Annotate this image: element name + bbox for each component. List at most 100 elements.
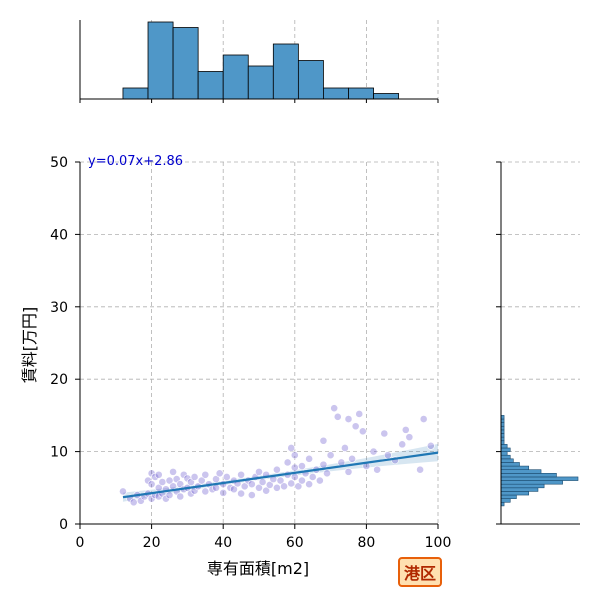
- scatter-point: [298, 476, 306, 485]
- scatter-point: [154, 470, 163, 479]
- scatter-point: [305, 480, 314, 489]
- right-hist-bar: [500, 444, 508, 449]
- x-tick-label: 0: [76, 535, 85, 551]
- region-badge: 港区: [398, 557, 443, 587]
- x-tick-label: 60: [286, 535, 304, 551]
- scatter-point: [283, 458, 292, 467]
- scatter-point: [255, 483, 263, 492]
- right-histogram: [496, 161, 580, 525]
- scatter-point: [326, 451, 335, 460]
- regression-equation: y=0.07x+2.86: [88, 154, 183, 169]
- scatter-point: [272, 465, 281, 474]
- top-hist-bar: [323, 87, 349, 100]
- scatter-point: [330, 404, 339, 413]
- scatter-point: [287, 444, 296, 452]
- x-tick-label: 20: [143, 535, 161, 551]
- right-hist-bar: [500, 465, 530, 470]
- scatter-point: [197, 476, 206, 485]
- scatter-point: [215, 469, 224, 478]
- scatter-point: [258, 478, 267, 486]
- scatter-point: [230, 485, 238, 494]
- scatter-point: [290, 451, 299, 460]
- right-hist-bar: [500, 483, 545, 489]
- scatter-point: [426, 441, 435, 450]
- scatter-point: [165, 491, 174, 499]
- scatter-point: [247, 491, 256, 499]
- y-tick-label: 30: [50, 300, 68, 316]
- scatter-point: [319, 436, 328, 445]
- scatter-point: [401, 425, 410, 434]
- x-tick-label: 80: [357, 535, 375, 551]
- scatter-point: [358, 427, 367, 436]
- scatter-point: [158, 478, 167, 486]
- scatter-point: [240, 482, 249, 491]
- scatter-point: [315, 476, 324, 485]
- scatter-point: [290, 473, 299, 481]
- scatter-point: [280, 482, 288, 491]
- top-hist-bar: [147, 21, 174, 100]
- top-hist-bar: [197, 71, 224, 100]
- scatter-point: [190, 473, 199, 481]
- scatter-point: [119, 487, 127, 496]
- scatter-point: [333, 412, 342, 421]
- right-hist-bar: [500, 487, 539, 492]
- scatter-point: [405, 433, 414, 442]
- x-tick-label: 40: [214, 535, 232, 551]
- right-hist-bar: [500, 491, 530, 496]
- scatter-point: [129, 498, 138, 507]
- y-tick-label: 50: [50, 155, 68, 171]
- right-hist-bar: [500, 473, 557, 478]
- scatter-point: [147, 480, 156, 489]
- scatter-point: [176, 492, 185, 501]
- scatter-point: [262, 486, 271, 495]
- scatter-point: [201, 487, 210, 496]
- scatter-point: [351, 422, 360, 431]
- scatter-point: [212, 475, 220, 484]
- scatter-point: [344, 467, 353, 476]
- y-tick-label: 20: [50, 372, 68, 388]
- scatter-point: [237, 489, 245, 498]
- scatter-point: [219, 488, 228, 497]
- scatter-point: [287, 479, 296, 488]
- scatter-point: [355, 410, 364, 418]
- scatter-point: [255, 467, 263, 476]
- y-tick-label: 10: [50, 445, 68, 461]
- scatter-point: [247, 480, 256, 489]
- right-hist-bar: [500, 480, 563, 485]
- y-tick-label: 40: [50, 227, 68, 243]
- y-tick-label: 0: [59, 517, 68, 533]
- top-hist-bar: [272, 43, 299, 100]
- scatter-point: [169, 467, 177, 476]
- top-hist-bar: [247, 65, 274, 100]
- right-hist-bar: [500, 498, 511, 503]
- right-hist-bar: [500, 462, 520, 467]
- scatter-point: [308, 473, 317, 481]
- x-tick-label: 100: [425, 535, 452, 551]
- scatter-point: [383, 451, 392, 460]
- scatter-point: [201, 470, 210, 479]
- scatter-point: [265, 481, 274, 489]
- top-hist-bar: [373, 93, 400, 100]
- scatter-point: [398, 440, 407, 449]
- right-hist-bar: [500, 447, 511, 452]
- right-hist-bar: [500, 469, 542, 474]
- scatter-point: [380, 429, 389, 438]
- scatter-point: [222, 473, 231, 481]
- scatter-point: [290, 463, 299, 472]
- scatter-point: [294, 482, 303, 491]
- top-hist-bar: [348, 87, 374, 100]
- scatter-point: [341, 444, 349, 452]
- scatter-point: [305, 454, 314, 463]
- main-scatter: 0 20 40 60 80 100 0 10 20 30 40 50: [50, 155, 451, 551]
- scatter-point: [348, 454, 356, 463]
- right-hist-bar: [500, 476, 579, 481]
- scatter-point: [237, 470, 245, 479]
- scatter-point: [276, 476, 285, 485]
- right-hist-bar: [500, 494, 517, 499]
- scatter-point: [319, 460, 328, 469]
- y-axis-label: 賃料[万円]: [20, 307, 39, 384]
- scatter-point: [419, 415, 428, 423]
- right-hist-bar: [500, 451, 508, 456]
- top-hist-bar: [122, 87, 149, 100]
